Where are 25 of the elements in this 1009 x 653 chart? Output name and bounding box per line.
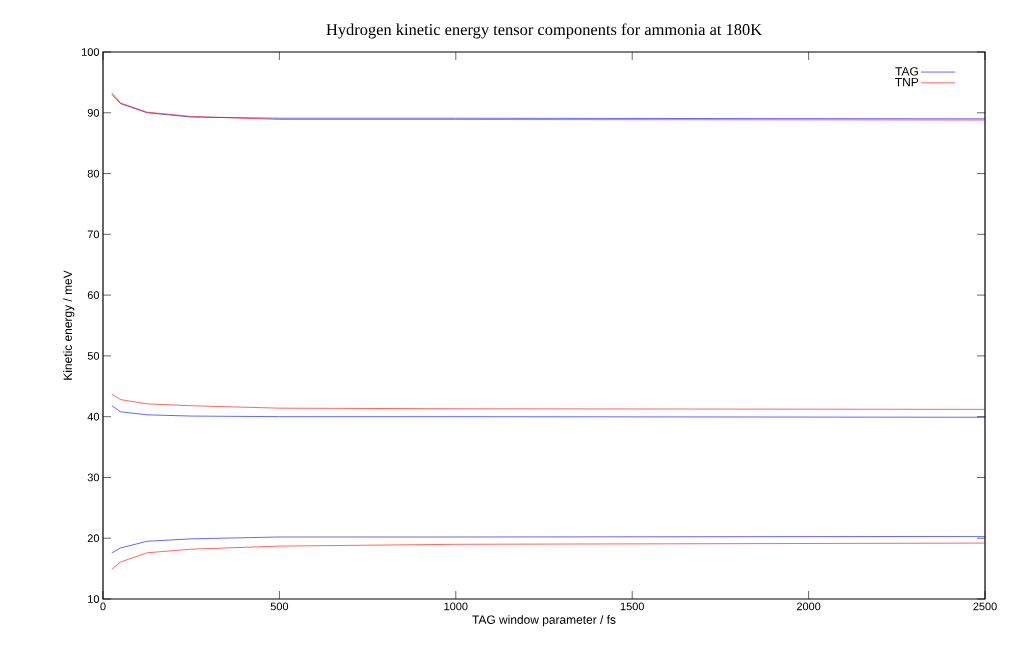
y-tick-label: 70 — [87, 230, 100, 239]
y-axis-title: Kinetic energy / meV — [63, 270, 75, 380]
y-tick-label: 20 — [87, 534, 100, 543]
chart-title: Hydrogen kinetic energy tensor components for ammonia at 180K — [326, 23, 762, 39]
legend-label: TAG — [895, 67, 918, 76]
x-axis-title: TAG window parameter / fs — [472, 615, 616, 627]
y-tick-label: 50 — [87, 352, 100, 360]
line-series — [111, 536, 986, 554]
x-tick-label: 1500 — [620, 602, 644, 611]
line-series — [111, 405, 986, 418]
line-series — [111, 393, 986, 410]
x-tick-label: 1000 — [444, 602, 468, 611]
x-tick-label: 0 — [100, 602, 106, 611]
y-tick-label: 60 — [87, 291, 100, 299]
x-tick-label: 500 — [270, 602, 289, 611]
x-tick-label: 2500 — [973, 602, 997, 611]
line-series — [111, 542, 986, 570]
y-tick-label: 10 — [88, 595, 100, 603]
legend-label: TNP — [895, 77, 919, 87]
y-tick-label: 90 — [87, 108, 100, 117]
x-tick-label: 2000 — [796, 602, 821, 611]
y-tick-label: 40 — [87, 412, 100, 421]
y-tick-label: 30 — [87, 473, 100, 482]
y-tick-label: 80 — [87, 169, 100, 178]
y-tick-label: 100 — [82, 48, 100, 56]
